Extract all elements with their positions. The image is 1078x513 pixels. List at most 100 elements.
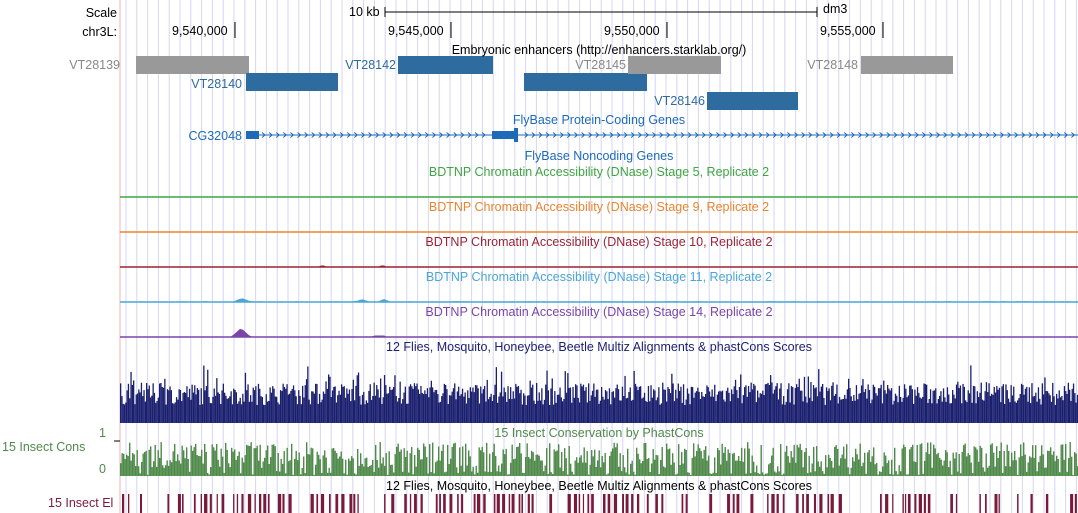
multiz-bar [965, 400, 967, 423]
phastcons-bar [205, 451, 207, 476]
phastcons-bar [714, 457, 716, 476]
multiz-bar [525, 404, 527, 423]
phastcons-bar [543, 471, 545, 476]
multiz-bar [682, 384, 685, 423]
conserved-element [918, 494, 922, 513]
strand-arrow [630, 132, 635, 138]
multiz-bar [1052, 382, 1054, 423]
conserved-element [241, 494, 244, 513]
multiz-bar [380, 378, 382, 423]
enhancer-label-vt28146[interactable]: VT28146 [654, 94, 705, 108]
strand-arrow [1000, 132, 1005, 138]
multiz-bar [770, 375, 772, 423]
multiz-bar [443, 383, 445, 423]
multiz-bar [640, 386, 642, 423]
enhancer-label-vt28145[interactable]: VT28145 [575, 58, 626, 72]
phastcons-bar [976, 449, 978, 476]
phastcons-bar [559, 467, 561, 476]
multiz-bar [316, 383, 318, 423]
phastcons-bar [498, 465, 500, 476]
multiz-bar [152, 383, 154, 423]
phastcons-bar [829, 458, 831, 476]
phastcons-bar [787, 456, 789, 476]
strand-arrow [1021, 132, 1026, 138]
multiz-bar [669, 393, 672, 423]
enhancer-block [524, 73, 647, 91]
phastcons-bar [790, 451, 792, 476]
multiz-bar [303, 397, 305, 423]
enhancer-label-vt28148[interactable]: VT28148 [807, 58, 858, 72]
phastcons-bar [1074, 452, 1076, 476]
multiz-bar [359, 396, 361, 423]
enhancer-label-vt28144[interactable]: VT28144 [525, 77, 576, 91]
enhancer-label-vt28142[interactable]: VT28142 [345, 58, 396, 72]
multiz-bar [317, 403, 319, 423]
phastcons-bar [547, 473, 549, 476]
enhancer-label-vt28140[interactable]: VT28140 [191, 77, 242, 91]
strand-arrow [1049, 132, 1054, 138]
phastcons-bar [1060, 444, 1062, 476]
multiz-bar [134, 404, 136, 423]
phastcons-bar [1071, 456, 1073, 476]
multiz-bar [1031, 383, 1033, 423]
strand-arrow [1035, 132, 1040, 138]
phastcons-bar [733, 452, 735, 476]
conserved-element [636, 494, 640, 513]
multiz-bar [1069, 389, 1071, 423]
phastcons-bar [214, 450, 216, 476]
phastcons-bar [592, 456, 594, 476]
multiz-bar [654, 390, 656, 423]
phastcons-bar [1029, 456, 1031, 476]
phastcons-bar [492, 452, 494, 476]
phastcons-bar [540, 460, 542, 476]
phastcons-bar [198, 456, 200, 476]
side-label-insect-cons[interactable]: 15 Insect Cons [2, 440, 86, 454]
phastcons-bar [495, 456, 497, 476]
phastcons-bar [993, 452, 995, 476]
side-label-insect-el[interactable]: 15 Insect El [48, 496, 114, 510]
multiz-bar [888, 388, 890, 423]
multiz-bar [745, 385, 747, 423]
multiz-bar [983, 400, 985, 423]
multiz-bar [526, 395, 529, 423]
phastcons-bar [138, 466, 140, 476]
phastcons-bar [693, 443, 695, 476]
conserved-element [904, 494, 907, 513]
phastcons-bar [661, 447, 663, 476]
phastcons-bar [969, 455, 971, 476]
conserved-element [573, 494, 577, 513]
multiz-bar [772, 393, 774, 423]
multiz-bar [318, 393, 321, 423]
phastcons-bar [399, 451, 401, 476]
phastcons-bar [178, 460, 180, 476]
multiz-bar [816, 396, 819, 423]
multiz-bar [515, 383, 517, 423]
position-label: 9,555,000 [820, 24, 876, 38]
multiz-bar [383, 375, 386, 423]
multiz-bar [928, 398, 930, 423]
strand-arrow [332, 132, 337, 138]
multiz-bar [616, 384, 618, 423]
phastcons-bar [141, 462, 143, 476]
gene-label-cg32048[interactable]: CG32048 [188, 129, 242, 143]
multiz-bar [213, 388, 215, 423]
phastcons-bar [501, 463, 503, 476]
enhancer-label-vt28139[interactable]: VT28139 [69, 58, 120, 72]
multiz-bar [590, 395, 592, 423]
track-title-dnase-stage10: BDTNP Chromatin Accessibility (DNase) St… [425, 235, 773, 249]
multiz-bar [798, 378, 800, 423]
phastcons-bar [445, 471, 447, 476]
phastcons-bar [537, 454, 539, 476]
multiz-bar [970, 365, 972, 423]
multiz-bar [426, 388, 429, 423]
multiz-bar [233, 388, 235, 423]
strand-arrow [708, 132, 714, 138]
phastcons-bar [904, 446, 906, 476]
multiz-bar [978, 397, 980, 423]
conserved-element [984, 494, 987, 513]
phastcons-bar [634, 474, 636, 476]
phastcons-bar [571, 471, 573, 476]
conserved-element [263, 494, 267, 513]
